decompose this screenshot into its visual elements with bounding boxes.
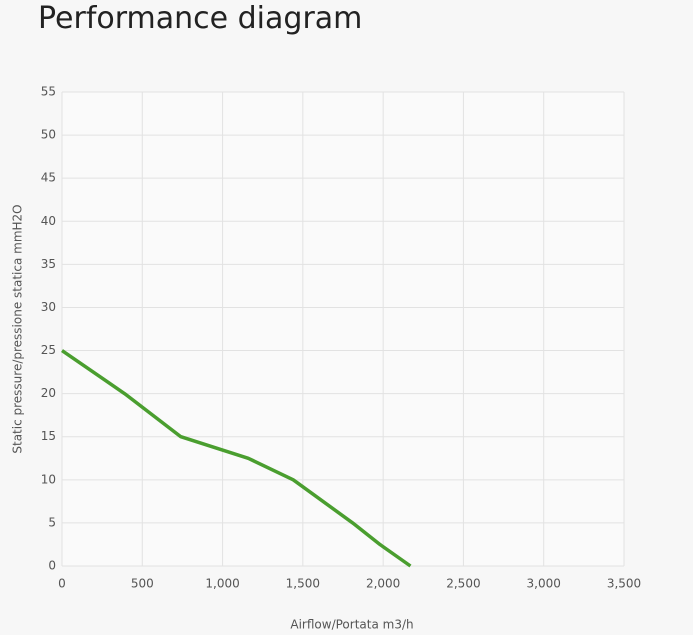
x-tick-label: 0	[58, 577, 66, 591]
y-tick-label: 40	[41, 214, 56, 228]
x-axis-label: Airflow/Portata m3/h	[290, 618, 413, 632]
y-tick-label: 25	[41, 343, 56, 357]
x-tick-label: 1,500	[286, 577, 320, 591]
x-tick-label: 1,000	[205, 577, 239, 591]
plot-area	[62, 92, 624, 566]
y-tick-label: 5	[48, 515, 56, 529]
x-tick-label: 2,000	[366, 577, 400, 591]
chart-title: Performance diagram	[38, 1, 362, 36]
x-tick-label: 3,000	[527, 577, 561, 591]
y-tick-label: 50	[41, 128, 56, 142]
x-tick-label: 500	[131, 577, 154, 591]
y-tick-label: 10	[41, 472, 56, 486]
x-tick-label: 3,500	[607, 577, 641, 591]
y-tick-label: 30	[41, 300, 56, 314]
x-tick-label: 2,500	[446, 577, 480, 591]
y-tick-label: 20	[41, 386, 56, 400]
y-tick-label: 0	[48, 559, 56, 573]
y-tick-label: 15	[41, 429, 56, 443]
line-series	[61, 349, 412, 568]
y-tick-label: 55	[41, 85, 56, 99]
y-tick-label: 45	[41, 171, 56, 185]
y-tick-label: 35	[41, 257, 56, 271]
y-axis-label: Static pressure/pressione statica mmH2O	[11, 204, 25, 453]
